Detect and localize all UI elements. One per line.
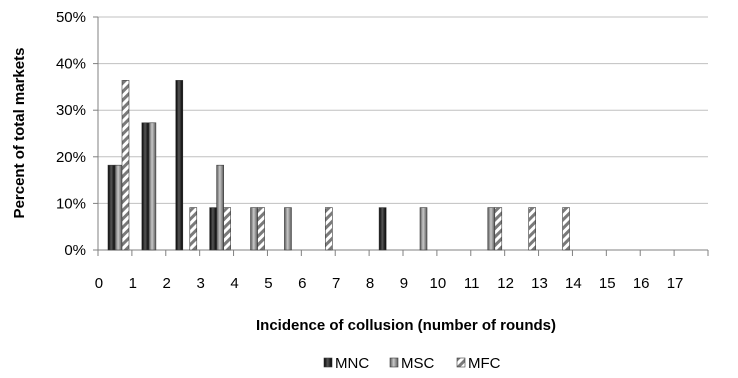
legend-label-msc: MSC — [401, 355, 435, 372]
y-tick-label: 40% — [56, 56, 86, 73]
legend-label-mfc: MFC — [468, 355, 501, 372]
y-tick-label: 50% — [56, 9, 86, 26]
x-tick-label: 6 — [298, 275, 306, 292]
x-tick-label: 11 — [464, 275, 480, 292]
x-tick-label: 2 — [163, 275, 171, 292]
bar-msc — [148, 122, 157, 251]
bar-mfc — [121, 80, 130, 251]
x-tick-label: 17 — [667, 275, 684, 292]
y-tick-labels: 0% 10% 20% 30% 40% 50% — [56, 9, 86, 259]
bar-mnc — [107, 164, 116, 251]
x-tick-label: 9 — [400, 275, 408, 292]
x-tick-label: 7 — [332, 275, 340, 292]
bar-mnc — [175, 80, 184, 251]
axes — [97, 17, 709, 256]
y-tick-label: 20% — [56, 149, 86, 166]
x-tick-label: 13 — [531, 275, 548, 292]
x-tick-label: 5 — [264, 275, 272, 292]
bar-mfc — [325, 207, 333, 251]
legend-swatch-mfc — [456, 357, 466, 368]
bars — [107, 80, 570, 251]
bar-mfc — [189, 207, 198, 251]
bar-msc — [250, 207, 258, 251]
bar-mfc — [562, 207, 570, 251]
x-tick-label: 4 — [230, 275, 238, 292]
x-tick-label: 1 — [129, 275, 137, 292]
x-axis-title: Incidence of collusion (number of rounds… — [256, 317, 556, 334]
bar-msc — [114, 164, 123, 251]
bar-mfc — [494, 207, 503, 251]
bar-msc — [419, 207, 428, 251]
y-tick-label: 10% — [56, 195, 86, 212]
x-tick-label: 3 — [196, 275, 204, 292]
x-tick-label: 10 — [429, 275, 446, 292]
y-tick-label: 30% — [56, 102, 86, 119]
x-tick-label: 15 — [599, 275, 616, 292]
x-tick-label: 14 — [565, 275, 582, 292]
legend-swatch-mnc — [323, 357, 333, 368]
x-tick-label: 8 — [366, 275, 374, 292]
legend-label-mnc: MNC — [335, 355, 369, 372]
bar-mnc — [378, 207, 387, 251]
bar-msc — [284, 207, 292, 251]
gridlines — [93, 16, 708, 251]
y-tick-label: 0% — [64, 242, 86, 259]
x-tick-label: 16 — [633, 275, 650, 292]
x-tick-labels: 0 1 2 3 4 5 6 7 8 9 10 11 12 13 14 15 16 17 — [95, 275, 684, 292]
legend-swatch-msc — [389, 357, 399, 368]
bar-msc — [216, 164, 224, 251]
bar-mnc — [209, 207, 217, 251]
x-tick-label: 0 — [95, 275, 103, 292]
bar-mfc — [223, 207, 231, 251]
bar-mfc — [528, 207, 536, 251]
bar-mnc — [141, 122, 150, 251]
bar-msc — [487, 207, 496, 251]
bar-mfc — [257, 207, 265, 251]
legend: MNC MSC MFC — [323, 355, 501, 372]
y-axis-title: Percent of total markets — [11, 48, 28, 219]
x-tick-label: 12 — [497, 275, 514, 292]
